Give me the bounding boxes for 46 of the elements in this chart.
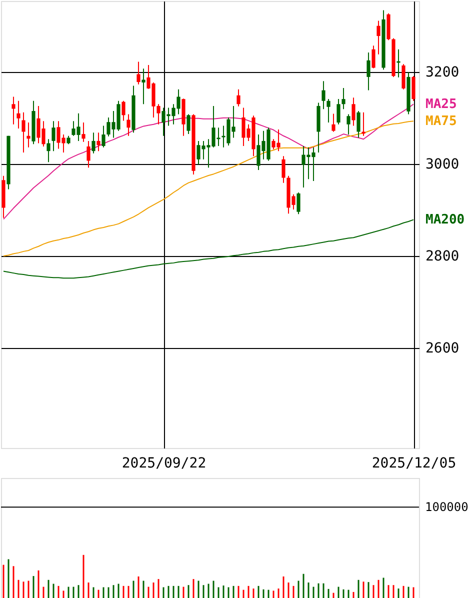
series-label: MA75 (426, 114, 457, 130)
candlestick (366, 52, 370, 91)
candlestick (26, 122, 30, 148)
y-tick-label: 2600 (426, 340, 460, 357)
y-tick-label: 3200 (426, 64, 460, 80)
candlestick (376, 20, 380, 55)
x-tick-label: 2025/09/22 (122, 456, 206, 472)
candlestick (102, 125, 106, 148)
candlestick (356, 110, 360, 138)
candlestick (236, 88, 240, 107)
candlestick (46, 138, 50, 163)
candlestick (352, 97, 356, 126)
candlestick (402, 64, 406, 90)
candlestick (362, 112, 366, 136)
candlestick (52, 120, 56, 152)
candlestick (126, 114, 130, 136)
text: 100000 (425, 500, 468, 514)
y-tick-label: 2800 (426, 248, 460, 265)
candlestick (326, 98, 330, 124)
candlestick (372, 45, 376, 69)
candlestick (336, 98, 340, 125)
y-tick-label: 3000 (426, 156, 460, 172)
candlestick (22, 112, 26, 153)
candlestick (82, 122, 86, 142)
candlestick (186, 114, 190, 135)
candlestick (332, 113, 336, 132)
candlestick (322, 80, 326, 110)
x-tick-label: 2025/12/05 (372, 456, 456, 472)
candlestick (16, 100, 20, 130)
series-label: MA200 (426, 212, 465, 228)
line-series (3, 104, 414, 220)
candlestick (342, 88, 346, 110)
candlestick (142, 68, 146, 105)
candlestick (86, 140, 90, 168)
series-label: MA25 (426, 97, 457, 112)
candlestick (346, 114, 350, 135)
line-series (3, 120, 414, 257)
candlestick (12, 96, 16, 125)
candlestick (412, 76, 416, 102)
line-series (3, 219, 414, 279)
candlestick (282, 156, 286, 184)
candlestick (92, 132, 96, 154)
candlestick (136, 61, 140, 85)
candlestick (96, 132, 100, 152)
candlestick (296, 192, 300, 215)
candlestick (122, 100, 126, 122)
